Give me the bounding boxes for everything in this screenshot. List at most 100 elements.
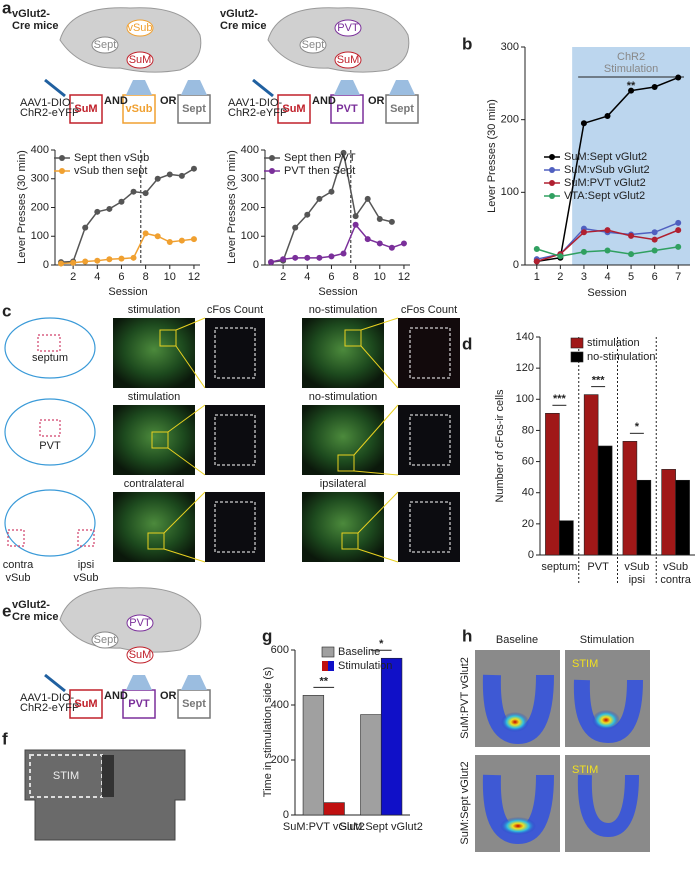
point [130,254,137,261]
legend-label: Sept then PVT [284,152,356,164]
region [91,36,119,54]
bar [302,695,325,816]
virus: ChR2-eYFP [228,107,287,119]
bar [559,520,574,556]
image-label: cFos Count [207,304,263,316]
x-axis-label: Session [108,286,147,298]
stim-label: STIM [572,658,598,670]
legend-label: VTA:Sept vGlut2 [564,190,645,202]
point [604,247,611,254]
point [651,247,658,254]
x-tick-label: 10 [164,271,176,283]
x-tick-label: 2 [280,271,286,283]
point [316,195,323,202]
point [118,198,125,205]
significance: *** [553,393,567,405]
image-label: contralateral [124,478,185,490]
legend-label: stimulation [587,337,640,349]
region [126,646,154,664]
and: AND [104,690,128,702]
legend-swatch [321,646,335,658]
point [675,74,682,81]
point [651,229,658,236]
x-tick-label: 3 [581,271,587,283]
target-box [122,94,156,124]
x-tick-label: 12 [188,271,200,283]
virus: AAV1-DIO- [228,97,283,109]
x-tick-label: PVT [587,561,609,573]
x-tick-label: 8 [353,271,359,283]
bar [622,441,638,556]
image-label: no-stimulation [309,391,377,403]
significance: * [635,421,640,433]
x-tick-label: 8 [143,271,149,283]
y-tick-label: 300 [31,173,49,185]
point [388,244,395,251]
legend-label: Baseline [338,646,380,658]
point [106,205,113,212]
point [376,240,383,247]
y-tick-label: 40 [522,487,534,499]
legend-marker [549,193,555,199]
target-box [277,94,311,124]
row-label: SuM:PVT vGlut2 [459,657,471,739]
virus: ChR2-eYFP [20,702,79,714]
point [154,175,161,182]
x-tick-label: 12 [398,271,410,283]
y-tick-label: 200 [241,201,259,213]
significance: * [379,638,384,650]
target-label: Sept [182,103,206,115]
point [106,256,113,263]
region [126,19,154,37]
y-tick-label: 0 [528,549,534,561]
bar [323,802,345,816]
point [675,243,682,250]
panel-label: a [2,0,12,17]
target-label: Sept [182,698,206,710]
micrographs [113,317,460,563]
significance: *** [592,375,606,387]
point [604,113,611,120]
x-tick-label: 1 [534,271,540,283]
annotation: Stimulation [604,63,658,75]
y-tick-label: 60 [522,455,534,467]
region-label: SuM [129,649,152,661]
diagram-text: vGlut2- Cre mice vGlut2- Cre mice vGlut2… [12,8,266,623]
legend-marker [549,167,555,173]
bar [675,479,690,556]
series-line [270,223,405,263]
legend-label: vSub then sept [74,165,147,177]
region-label: PVT [337,22,359,34]
mouse-line: Cre mice [12,20,58,32]
legend-marker [59,155,65,161]
point [328,188,335,195]
y-tick-label: 400 [271,699,289,711]
or: OR [368,95,385,107]
mouse-line: Cre mice [220,20,266,32]
legend-swatch [328,661,334,671]
x-tick-label: 10 [374,271,386,283]
y-axis-label: Lever Presses (30 min) [16,150,28,264]
column-label: Baseline [496,634,538,646]
mouse-line: vGlut2- [12,599,50,611]
target-label: Sept [390,103,414,115]
point [352,213,359,220]
x-tick-label: SuM:PVT vGlut2 [283,821,365,833]
atlas-label: ipsi [78,559,95,571]
region [334,51,362,69]
point [580,229,587,236]
y-tick-label: 100 [516,393,534,405]
x-tick-label: 6 [328,271,334,283]
y-tick-label: 120 [516,362,534,374]
legend-label: Stimulation [338,660,392,672]
y-tick-label: 300 [501,41,519,53]
y-axis-label: Number of cFos-ir cells [494,389,506,503]
legend-marker [269,168,275,174]
panel-label: c [2,301,11,320]
bar [661,469,676,556]
x-tick-label: vSub contra [660,561,691,586]
zone-label: STIM [53,770,79,782]
panel-label: e [2,601,11,620]
atlas [4,317,96,557]
atlas-label: vSub [5,572,30,584]
